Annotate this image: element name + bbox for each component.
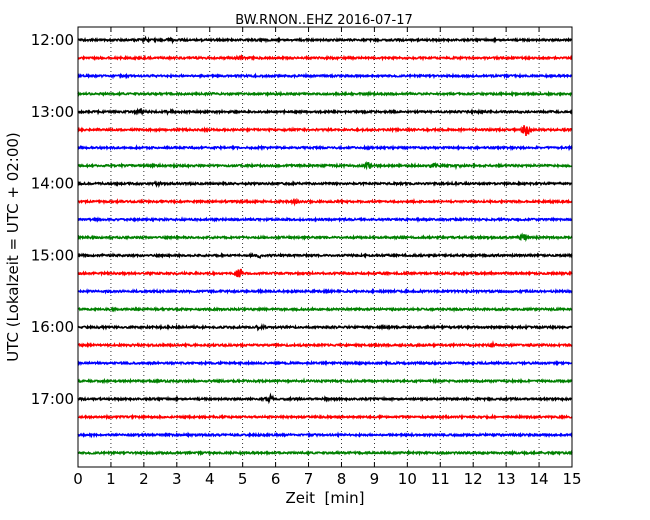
- y-tick-label: 15:00: [31, 246, 74, 264]
- x-tick-label: 3: [172, 470, 182, 488]
- plot-frame: [77, 26, 573, 468]
- y-tick-label: 12:00: [31, 31, 74, 49]
- trace-1400: [77, 180, 573, 188]
- y-tick-label: 16:00: [31, 318, 74, 336]
- x-axis-label: Zeit [min]: [285, 489, 364, 507]
- x-tick-label: 5: [238, 470, 248, 488]
- x-tick-label: 8: [337, 470, 347, 488]
- trace-1700: [77, 392, 572, 405]
- x-tick-label: 11: [431, 470, 450, 488]
- x-tick-label: 0: [73, 470, 83, 488]
- chart-title: BW.RNON..EHZ 2016-07-17: [235, 13, 413, 28]
- trace-1615: [77, 340, 573, 349]
- x-tick-label: 14: [530, 470, 549, 488]
- trace-1500: [77, 251, 573, 260]
- vertical-grid: [110, 27, 540, 467]
- trace-1230: [77, 72, 573, 80]
- trace-1530: [77, 287, 573, 295]
- x-tick-label: 2: [139, 470, 149, 488]
- y-tick-label: 17:00: [31, 390, 74, 408]
- trace-1200: [77, 35, 573, 45]
- trace-1300: [77, 107, 573, 116]
- trace-1315: [77, 125, 573, 137]
- y-tick-label: 13:00: [31, 103, 74, 121]
- x-tick-label: 7: [304, 470, 314, 488]
- trace-1600: [77, 323, 573, 332]
- trace-1745: [77, 449, 573, 457]
- y-axis-ticks: 12:00 13:00 14:00 15:00 16:00 17:00: [31, 31, 572, 408]
- x-tick-label: 15: [562, 470, 581, 488]
- trace-1730: [77, 431, 573, 439]
- trace-1345: [77, 161, 573, 171]
- trace-1715: [77, 413, 573, 421]
- x-tick-label: 4: [205, 470, 215, 488]
- trace-1415: [77, 197, 573, 207]
- x-tick-label: 6: [271, 470, 281, 488]
- x-tick-label: 13: [497, 470, 516, 488]
- trace-1245: [77, 90, 573, 98]
- trace-1330: [77, 144, 573, 152]
- x-axis-ticks: 0 1 2 3 4 5 6 7 8 9 10 11 12 13 14 15: [73, 27, 582, 488]
- trace-1515: [77, 268, 573, 278]
- x-tick-label: 12: [464, 470, 483, 488]
- x-tick-label: 9: [370, 470, 380, 488]
- trace-1545: [77, 306, 573, 313]
- x-tick-label: 1: [106, 470, 116, 488]
- y-axis-label: UTC (Lokalzeit = UTC + 02:00): [4, 132, 22, 362]
- trace-1645: [77, 377, 573, 385]
- x-tick-label: 10: [398, 470, 417, 488]
- trace-1445: [77, 232, 573, 243]
- trace-1430: [77, 216, 573, 224]
- trace-1630: [77, 359, 573, 367]
- trace-rows: [77, 35, 573, 457]
- y-tick-label: 14:00: [31, 175, 74, 193]
- trace-1215: [77, 53, 573, 62]
